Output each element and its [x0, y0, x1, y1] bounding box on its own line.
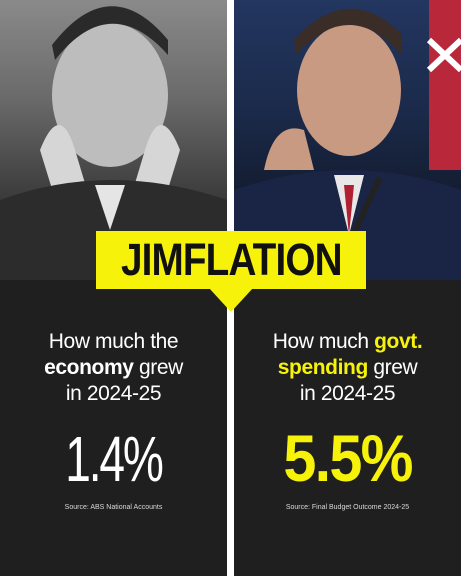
- right-caption-line3: in 2024-25: [299, 382, 396, 405]
- right-caption-highlight-govt: govt.: [374, 330, 423, 353]
- right-caption-line1-pre: How much: [272, 330, 375, 353]
- right-caption-line1: How much govt.: [234, 329, 461, 355]
- right-value: 5.5%: [283, 421, 413, 495]
- title-banner-box: JIMFLATION: [96, 231, 366, 289]
- left-caption-highlight: economy: [44, 356, 134, 379]
- banner-pointer-icon: [209, 288, 253, 312]
- right-caption-line2-rest: grew: [367, 356, 418, 379]
- right-source: Source: Final Budget Outcome 2024-25: [285, 504, 410, 511]
- right-caption: How much govt. spending grew in 2024-25: [234, 329, 461, 407]
- title-banner-text: JIMFLATION: [120, 234, 343, 285]
- left-source: Source: ABS National Accounts: [64, 504, 163, 511]
- right-caption-line2: spending grew: [234, 355, 461, 381]
- left-photo: [0, 0, 227, 280]
- left-caption-line3: in 2024-25: [65, 382, 162, 405]
- left-caption-line2: economy grew: [0, 355, 227, 381]
- left-caption-line1: How much the: [48, 330, 179, 353]
- left-value: 1.4%: [65, 423, 164, 495]
- right-caption-highlight-spending: spending: [277, 356, 369, 379]
- flag-icon: [429, 0, 461, 170]
- title-banner: JIMFLATION: [96, 231, 366, 315]
- left-caption: How much the economy grew in 2024-25: [0, 329, 227, 407]
- left-caption-line2-rest: grew: [133, 356, 183, 379]
